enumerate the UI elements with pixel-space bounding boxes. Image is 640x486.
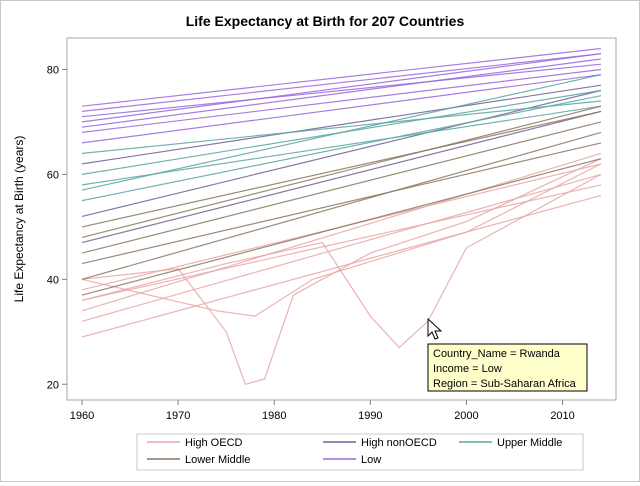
series-low: [81, 47, 602, 144]
series-line[interactable]: [81, 142, 602, 265]
plot-area: [66, 37, 617, 401]
series-line[interactable]: [81, 53, 602, 123]
y-tick-label: 40: [47, 274, 59, 286]
series-lower-middle: [81, 105, 602, 296]
series-line[interactable]: [81, 194, 602, 338]
series-line[interactable]: [81, 121, 602, 254]
series-line[interactable]: [81, 110, 602, 244]
legend: High OECD High nonOECD Upper Middle Lower M…: [136, 433, 584, 471]
x-tick-label: 1990: [358, 410, 382, 422]
series-line[interactable]: [81, 131, 602, 280]
series-lines: [81, 47, 602, 386]
y-axis: 20 40 60 80: [47, 64, 67, 391]
y-tick-label: 20: [47, 379, 59, 391]
series-line[interactable]: [81, 163, 602, 317]
x-tick-label: 1980: [262, 410, 286, 422]
series-line[interactable]: [81, 184, 602, 301]
series-line[interactable]: [81, 63, 602, 118]
data-tip-line: Region = Sub-Saharan Africa: [433, 378, 577, 390]
series-line[interactable]: [81, 173, 602, 322]
mouse-pointer-icon: [427, 317, 443, 340]
data-tip-line: Income = Low: [433, 363, 502, 375]
series-line[interactable]: [81, 58, 602, 128]
data-tip-box: [427, 343, 588, 392]
series-line[interactable]: [81, 95, 602, 202]
series-line[interactable]: [81, 74, 602, 144]
legend-item[interactable]: Upper Middle: [459, 437, 562, 449]
series-high-nonoecd: [81, 84, 602, 244]
x-tick-label: 2000: [454, 410, 478, 422]
legend-label: High OECD: [185, 437, 243, 449]
legend-item[interactable]: Lower Middle: [147, 454, 250, 466]
legend-label: Low: [361, 454, 381, 466]
legend-item[interactable]: Low: [323, 454, 381, 466]
series-line[interactable]: [81, 68, 602, 133]
y-tick-label: 60: [47, 169, 59, 181]
legend-label: Lower Middle: [185, 454, 250, 466]
legend-item[interactable]: High OECD: [147, 437, 243, 449]
data-tip: Country_Name = Rwanda Income = Low Regio…: [427, 343, 588, 392]
legend-label: Upper Middle: [497, 437, 562, 449]
series-line[interactable]: [81, 89, 602, 217]
series-upper-middle: [81, 74, 602, 202]
series-line[interactable]: [81, 105, 602, 186]
y-tick-label: 80: [47, 64, 59, 76]
series-line[interactable]: [81, 152, 602, 312]
series-line[interactable]: [81, 47, 602, 107]
series-line[interactable]: [81, 100, 602, 154]
x-tick-label: 1960: [70, 410, 94, 422]
legend-item[interactable]: High nonOECD: [323, 437, 437, 449]
series-line[interactable]: [81, 105, 602, 238]
data-tip-line: Country_Name = Rwanda: [433, 348, 561, 360]
x-axis: 1960 1970 1980 1990 2000 2010: [70, 400, 575, 422]
series-high-oecd: [81, 152, 602, 386]
series-line[interactable]: [81, 74, 602, 191]
legend-box: [136, 433, 584, 471]
series-line[interactable]: [81, 173, 602, 349]
x-tick-label: 1970: [166, 410, 190, 422]
y-axis-label: Life Expectancy at Birth (years): [12, 136, 26, 303]
series-line[interactable]: [81, 158, 602, 296]
series-line[interactable]: [81, 84, 602, 165]
legend-label: High nonOECD: [361, 437, 437, 449]
series-line[interactable]: [81, 110, 602, 228]
x-tick-label: 2010: [550, 410, 574, 422]
chart-title: Life Expectancy at Birth for 207 Countri…: [186, 13, 465, 29]
series-line[interactable]: [81, 53, 602, 112]
